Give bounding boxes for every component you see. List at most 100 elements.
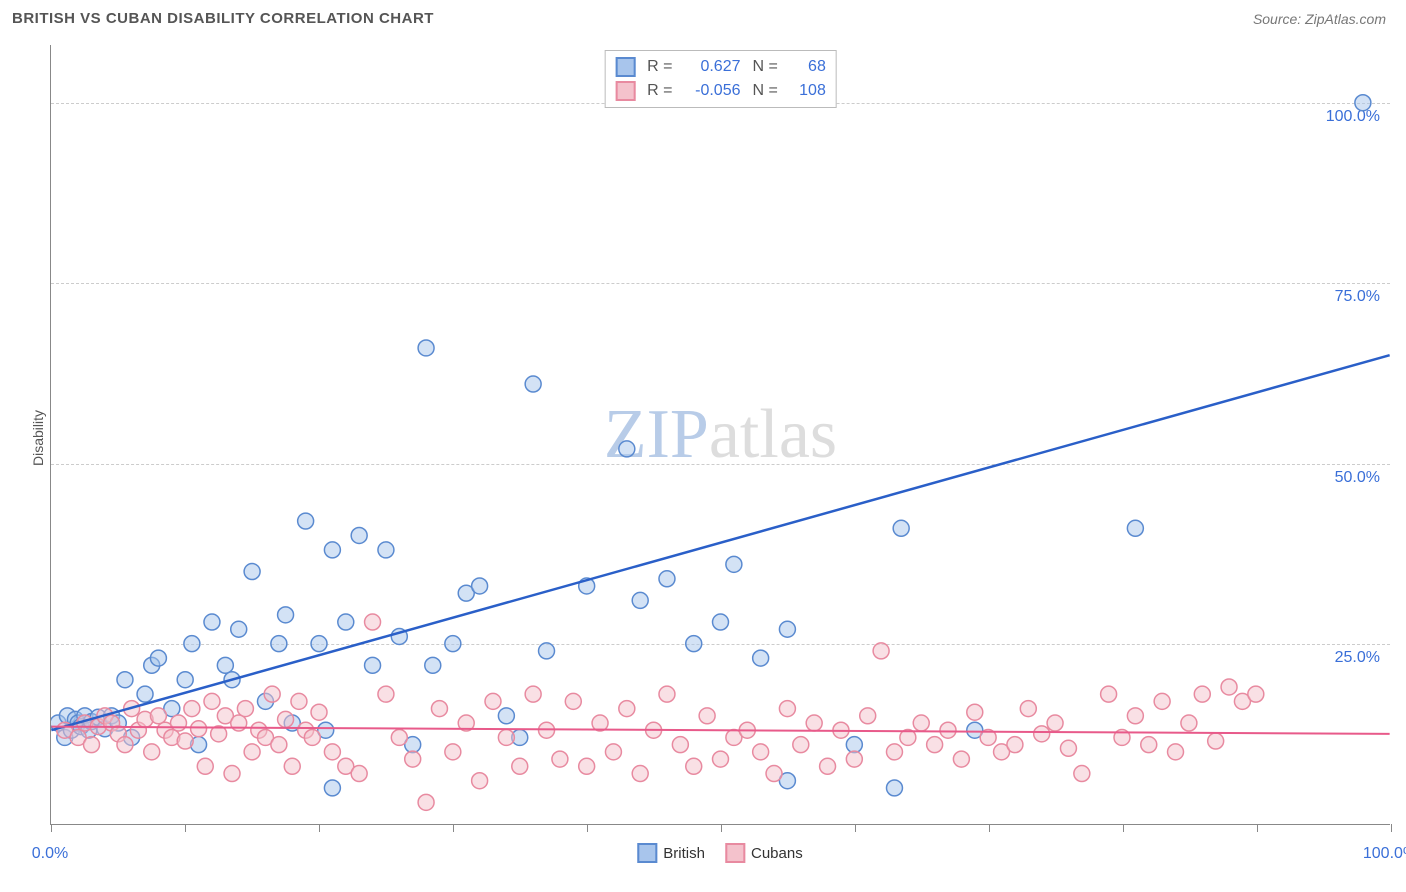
data-point [278, 711, 294, 727]
legend-label: Cubans [751, 845, 803, 862]
data-point [552, 751, 568, 767]
data-point [311, 704, 327, 720]
legend-row: R =0.627N =68 [615, 55, 826, 79]
source-attribution: Source: ZipAtlas.com [1253, 11, 1386, 27]
data-point [1074, 766, 1090, 782]
x-tick [855, 824, 856, 832]
correlation-legend: R =0.627N =68R =-0.056N =108 [604, 50, 837, 108]
data-point [619, 441, 635, 457]
data-point [324, 542, 340, 558]
data-point [244, 744, 260, 760]
data-point [1168, 744, 1184, 760]
data-point [498, 708, 514, 724]
data-point [793, 737, 809, 753]
legend-item: Cubans [725, 843, 803, 863]
data-point [766, 766, 782, 782]
data-point [1221, 679, 1237, 695]
data-point [405, 751, 421, 767]
legend-swatch [615, 57, 635, 77]
data-point [184, 701, 200, 717]
x-tick [185, 824, 186, 832]
data-point [485, 693, 501, 709]
data-point [117, 737, 133, 753]
x-tick [1257, 824, 1258, 832]
data-point [1020, 701, 1036, 717]
series-legend: British Cubans [637, 843, 802, 863]
x-tick [453, 824, 454, 832]
data-point [1127, 520, 1143, 536]
data-point [1007, 737, 1023, 753]
data-point [418, 340, 434, 356]
r-value: 0.627 [681, 58, 741, 76]
y-axis-label: Disability [30, 410, 46, 466]
data-point [940, 722, 956, 738]
data-point [311, 636, 327, 652]
data-point [1355, 95, 1371, 111]
data-point [472, 773, 488, 789]
data-point [1034, 726, 1050, 742]
data-point [1181, 715, 1197, 731]
data-point [298, 513, 314, 529]
data-point [144, 744, 160, 760]
data-point [512, 758, 528, 774]
data-point [217, 657, 233, 673]
n-value: 108 [786, 82, 826, 100]
data-point [378, 542, 394, 558]
data-point [713, 614, 729, 630]
data-point [244, 564, 260, 580]
data-point [278, 607, 294, 623]
data-point [659, 571, 675, 587]
data-point [565, 693, 581, 709]
chart-container: ZIPatlas R =0.627N =68R =-0.056N =108 25… [50, 45, 1390, 825]
data-point [150, 708, 166, 724]
legend-row: R =-0.056N =108 [615, 79, 826, 103]
data-point [150, 650, 166, 666]
data-point [927, 737, 943, 753]
data-point [1248, 686, 1264, 702]
data-point [391, 729, 407, 745]
data-point [117, 672, 133, 688]
x-tick [721, 824, 722, 832]
data-point [726, 556, 742, 572]
data-point [418, 794, 434, 810]
n-label: N = [753, 82, 778, 100]
data-point [820, 758, 836, 774]
data-point [191, 721, 207, 737]
data-point [632, 766, 648, 782]
data-point [204, 693, 220, 709]
data-point [338, 614, 354, 630]
data-point [672, 737, 688, 753]
data-point [324, 780, 340, 796]
data-point [1141, 737, 1157, 753]
plot-area: ZIPatlas R =0.627N =68R =-0.056N =108 25… [50, 45, 1390, 825]
n-label: N = [753, 58, 778, 76]
legend-swatch [725, 843, 745, 863]
legend-swatch [615, 81, 635, 101]
x-tick [587, 824, 588, 832]
data-point [445, 636, 461, 652]
data-point [324, 744, 340, 760]
data-point [365, 614, 381, 630]
legend-item: British [637, 843, 705, 863]
data-point [231, 621, 247, 637]
x-tick [1123, 824, 1124, 832]
data-point [860, 708, 876, 724]
data-point [271, 737, 287, 753]
scatter-plot-svg [51, 45, 1390, 824]
data-point [779, 621, 795, 637]
data-point [351, 766, 367, 782]
data-point [1127, 708, 1143, 724]
data-point [886, 780, 902, 796]
data-point [264, 686, 280, 702]
data-point [271, 636, 287, 652]
data-point [632, 592, 648, 608]
data-point [753, 650, 769, 666]
data-point [351, 527, 367, 543]
data-point [84, 737, 100, 753]
data-point [365, 657, 381, 673]
x-tick-label: 100.0% [1363, 845, 1406, 863]
data-point [291, 693, 307, 709]
data-point [686, 758, 702, 774]
trend-line [51, 355, 1389, 730]
data-point [619, 701, 635, 717]
